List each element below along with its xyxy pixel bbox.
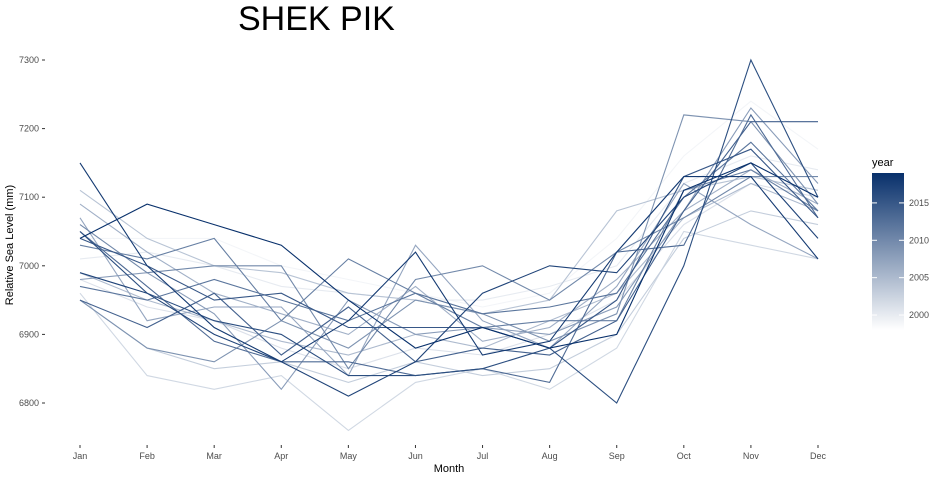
series-lines	[79, 58, 819, 432]
legend-tick-label: 2015	[909, 198, 929, 208]
y-tick-label: 7000	[19, 261, 39, 271]
series-line-2013	[79, 113, 819, 384]
series-line-1999	[80, 100, 819, 308]
y-tick-label: 7100	[19, 192, 39, 202]
series-line-2005	[79, 182, 819, 356]
legend-colorbar	[872, 173, 904, 330]
series-line-2012	[79, 141, 819, 322]
x-axis-title: Month	[434, 463, 465, 475]
y-axis: 6800 6900 7000 7100 7200 7300	[19, 55, 45, 408]
legend-tick-label: 2000	[909, 310, 929, 320]
y-tick-label: 6800	[19, 398, 39, 408]
series-line-2009	[79, 114, 819, 363]
series-line-2008	[79, 107, 819, 391]
color-legend: year 2000 2005 2010 2015	[872, 157, 929, 330]
y-axis-title: Relative Sea Level (mm)	[4, 185, 16, 305]
series-line-2003	[79, 210, 819, 383]
x-tick-label: Aug	[542, 451, 558, 461]
y-tick-label: 6900	[19, 329, 39, 339]
y-tick-label: 7200	[19, 124, 39, 134]
series-line-2016	[79, 58, 819, 404]
series-line-2018	[79, 162, 819, 363]
legend-tick-label: 2010	[909, 235, 929, 245]
series-line-2019	[79, 162, 819, 349]
series-line-2014	[79, 121, 818, 363]
series-line-2010	[79, 176, 818, 370]
x-tick-label: Jun	[408, 451, 423, 461]
x-tick-label: Jul	[477, 451, 489, 461]
x-tick-label: Sep	[609, 451, 625, 461]
series-line-2006	[79, 169, 819, 342]
legend-title: year	[872, 157, 894, 169]
x-tick-label: Feb	[139, 451, 155, 461]
y-tick-label: 7300	[19, 55, 39, 65]
x-tick-label: Dec	[810, 451, 827, 461]
legend-tick-label: 2005	[909, 273, 929, 283]
series-line-2011	[79, 169, 819, 329]
x-tick-label: Nov	[743, 451, 760, 461]
series-line-2001	[79, 182, 819, 370]
x-tick-label: May	[340, 451, 358, 461]
x-axis: Jan Feb Mar Apr May Jun Jul Aug Sep Oct Nov Dec	[73, 445, 827, 461]
series-line-2007	[79, 182, 819, 377]
series-line-2017	[79, 162, 819, 397]
x-tick-label: Apr	[274, 451, 288, 461]
series-line-2000	[79, 155, 819, 301]
x-tick-label: Jan	[73, 451, 88, 461]
x-tick-label: Oct	[677, 451, 692, 461]
x-tick-label: Mar	[206, 451, 222, 461]
chart-title: SHEK PIK	[238, 0, 395, 38]
